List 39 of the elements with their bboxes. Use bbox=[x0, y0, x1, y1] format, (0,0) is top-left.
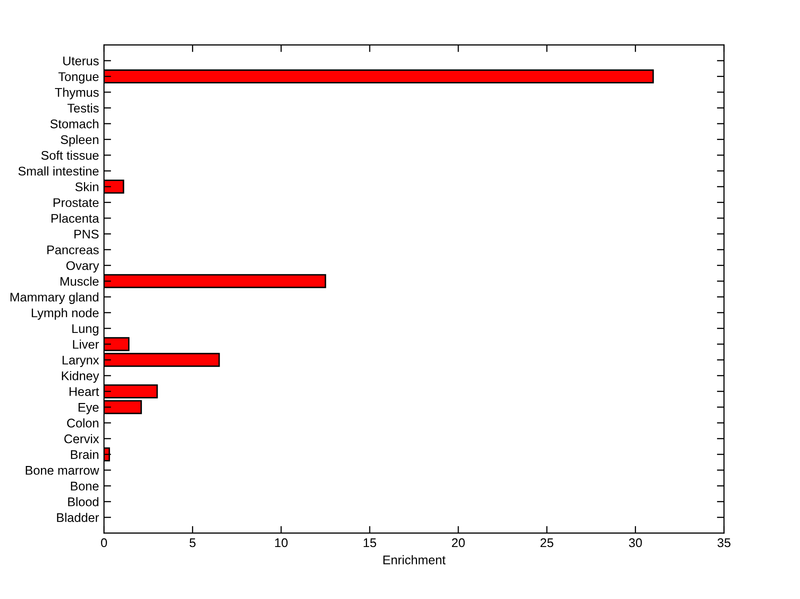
y-tick-label: Thymus bbox=[54, 88, 99, 100]
y-tick-label: Mammary gland bbox=[10, 292, 98, 304]
y-tick-label: Placenta bbox=[52, 214, 100, 223]
x-tick-label: 10 bbox=[275, 538, 288, 548]
y-tick-label: Blood bbox=[68, 497, 98, 506]
y-tick-label: Lymph node bbox=[32, 308, 99, 320]
y-tick-label: Spleen bbox=[60, 134, 98, 147]
y-tick-label: Prostate bbox=[54, 198, 99, 208]
y-tick-label: Colon bbox=[67, 418, 98, 428]
y-tick-label: PNS bbox=[74, 230, 99, 239]
x-tick-label: 25 bbox=[540, 538, 554, 548]
y-tick-label: Bone marrow bbox=[26, 466, 100, 475]
y-tick-label: Uterus bbox=[63, 56, 99, 66]
y-tick-label: Testis bbox=[67, 103, 99, 113]
y-tick-label: Brain bbox=[70, 450, 98, 460]
y-tick-label: Heart bbox=[70, 387, 100, 396]
y-tick-label: Tongue bbox=[58, 72, 99, 84]
y-tick-label: Liver bbox=[73, 340, 99, 349]
y-tick-label: Cervix bbox=[64, 434, 100, 444]
x-axis-title: Enrichment bbox=[383, 555, 446, 564]
y-tick-label: Muscle bbox=[60, 276, 99, 286]
y-tick-label: Larynx bbox=[62, 356, 100, 368]
y-tick-label: Bone bbox=[70, 482, 99, 491]
x-tick-label: 30 bbox=[628, 538, 642, 548]
y-tick-label: Eye bbox=[78, 403, 99, 414]
x-tick-label: 0 bbox=[101, 538, 107, 548]
y-tick-label: Soft tissue bbox=[41, 150, 99, 160]
y-tick-label: Pancreas bbox=[47, 246, 99, 254]
y-tick-label: Stomach bbox=[50, 119, 98, 128]
y-tick-label: Bladder bbox=[57, 512, 99, 522]
x-tick-label: 35 bbox=[718, 538, 730, 548]
x-tick-label: 15 bbox=[364, 538, 376, 548]
x-tick-label: 5 bbox=[190, 538, 196, 548]
y-tick-label: Small intestine bbox=[18, 166, 99, 176]
y-tick-label: Lung bbox=[72, 324, 98, 336]
y-tick-label: Skin bbox=[75, 182, 98, 192]
y-tick-label: Ovary bbox=[66, 261, 100, 273]
y-tick-label: Kidney bbox=[62, 371, 100, 383]
x-tick-label: 20 bbox=[452, 538, 465, 548]
